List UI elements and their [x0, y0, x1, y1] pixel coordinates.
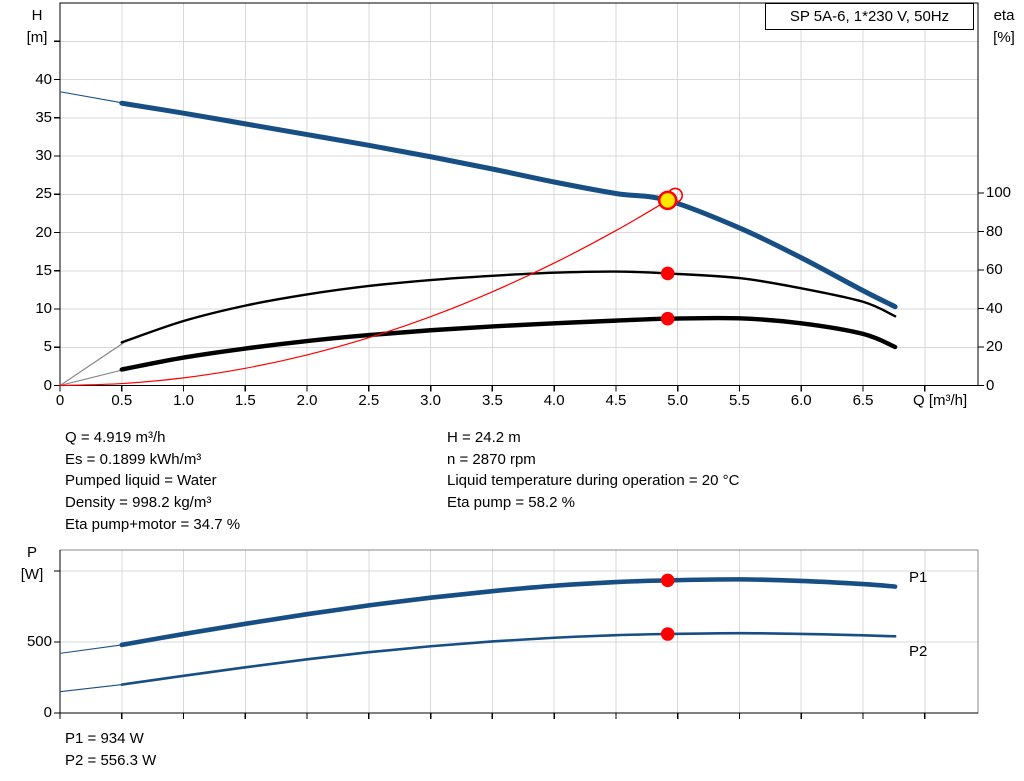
left-tick-label: 40	[35, 70, 52, 88]
right-tick-label: 60	[986, 261, 1003, 278]
p-axis-label: P [W]	[12, 542, 52, 586]
pump-model-title-box: SP 5A-6, 1*230 V, 50Hz	[765, 3, 974, 30]
right-tick-label: 80	[986, 222, 1003, 240]
eta-pump-motor-lead-in	[59, 368, 125, 387]
p1-lead-in	[59, 644, 125, 654]
p1-curve	[119, 577, 898, 648]
h-axis-label-symbol: H	[31, 7, 43, 24]
head-curve-lead-in	[59, 91, 125, 104]
x-tick-label: 5.0	[667, 392, 689, 409]
annotation-line: Pumped liquid = Water	[65, 472, 217, 490]
p1-duty-dot	[660, 573, 675, 588]
x-tick-label: 2.0	[296, 392, 318, 409]
annotation-line: n = 2870 rpm	[447, 450, 536, 468]
annotation-line: Eta pump+motor = 34.7 %	[65, 515, 241, 533]
duty-point[interactable]	[657, 190, 678, 211]
left-tick-label: 30	[35, 147, 52, 164]
left-tick-label: 0	[43, 376, 52, 394]
p2-series-label: P2	[909, 643, 928, 660]
annotation-line: Q = 4.919 m³/h	[65, 429, 166, 446]
q-axis-label: Q [m³/h]	[913, 392, 968, 409]
x-tick-label: 4.5	[605, 392, 627, 409]
h-axis-label: H [m]	[18, 5, 56, 49]
x-tick-label: 3.0	[420, 392, 442, 409]
h-axis-label-unit: [m]	[26, 29, 48, 46]
x-tick-label: 3.5	[481, 392, 503, 409]
head-curve	[119, 100, 898, 310]
p-axis-label-unit: [W]	[20, 566, 44, 583]
left-tick-label: 10	[35, 300, 52, 317]
x-tick-label: 6.5	[852, 392, 874, 409]
eta-pump-duty-dot	[660, 266, 675, 281]
p2-duty-dot	[660, 627, 675, 641]
power-annotations: P1 = 934 W P2 = 556.3 W	[65, 728, 156, 772]
left-tick-label: 15	[35, 261, 52, 279]
right-tick-label: 40	[986, 299, 1003, 317]
annotation-line: Eta pump = 58.2 %	[447, 494, 575, 512]
left-tick-label: 35	[35, 108, 52, 126]
duty-annotations-left: Q = 4.919 m³/h Es = 0.1899 kWh/m³ Pumped…	[65, 427, 240, 536]
x-tick-label: 1.5	[234, 392, 256, 409]
right-tick-label: 0	[986, 376, 995, 394]
left-tick-label: 0	[43, 704, 52, 721]
left-tick-label: 25	[35, 185, 52, 203]
x-tick-label: 2.5	[358, 392, 380, 409]
annotation-line: P1 = 934 W	[65, 730, 144, 747]
right-tick-label: 100	[986, 184, 1012, 201]
eta-pump-motor-curve	[119, 315, 898, 372]
x-tick-label: 5.5	[729, 392, 750, 409]
left-tick-label: 500	[26, 633, 52, 650]
x-tick-label: 0.5	[111, 392, 133, 409]
annotation-line: H = 24.2 m	[447, 429, 521, 446]
eta-pump-motor-duty-dot	[660, 311, 675, 326]
p1-series-label: P1	[909, 569, 928, 586]
x-tick-label: 0	[55, 392, 65, 409]
eta-pump-lead-in	[59, 341, 125, 387]
left-tick-label: 20	[35, 223, 52, 241]
annotation-line: P2 = 556.3 W	[65, 752, 157, 769]
left-tick-label: 5	[43, 338, 52, 356]
p-axis-label-symbol: P	[26, 544, 37, 561]
annotation-line: Liquid temperature during operation = 20…	[447, 472, 740, 490]
annotation-line: Density = 998.2 kg/m³	[65, 494, 212, 512]
annotation-line: Es = 0.1899 kWh/m³	[65, 450, 202, 468]
p2-lead-in	[59, 683, 125, 693]
right-tick-label: 20	[986, 338, 1003, 355]
eta-pump-curve	[120, 270, 897, 344]
x-tick-label: 6.0	[790, 392, 812, 409]
duty-annotations-right: H = 24.2 m n = 2870 rpm Liquid temperatu…	[447, 427, 739, 514]
p2-curve	[120, 631, 897, 686]
x-tick-label: 1.0	[173, 392, 194, 409]
eta-axis-label-unit: [%]	[993, 29, 1015, 46]
eta-axis-label-symbol: eta	[993, 7, 1015, 24]
eta-axis-label: eta [%]	[982, 5, 1024, 49]
x-tick-label: 4.0	[543, 392, 565, 409]
system-curve	[59, 194, 676, 387]
